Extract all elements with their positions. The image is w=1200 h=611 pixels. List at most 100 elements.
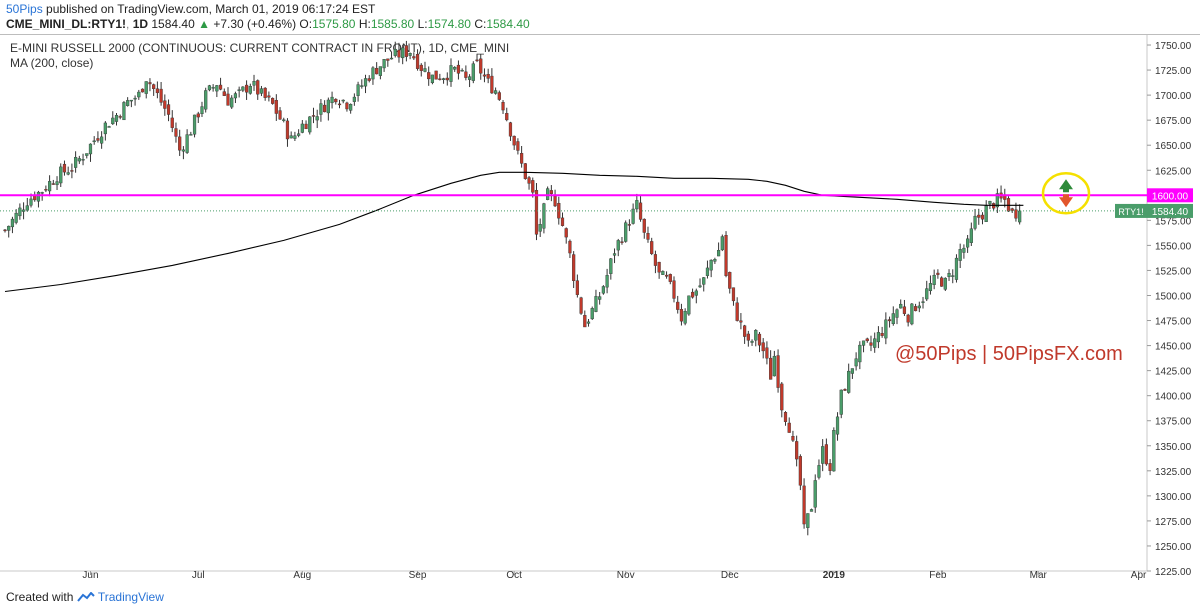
candle-body bbox=[62, 163, 67, 173]
y-tick-label: 1525.00 bbox=[1155, 266, 1192, 277]
candle-body bbox=[486, 74, 490, 79]
candle-body bbox=[962, 247, 966, 253]
candle-body bbox=[48, 181, 52, 192]
candle-body bbox=[995, 193, 999, 208]
y-tick-label: 1625.00 bbox=[1155, 166, 1192, 177]
candle-body bbox=[137, 91, 141, 98]
candle-body bbox=[958, 249, 962, 261]
candle-body bbox=[806, 513, 810, 528]
candle-body bbox=[534, 190, 539, 235]
watermark: @50Pips | 50PipsFX.com bbox=[895, 343, 1123, 365]
y-tick-label: 1300.00 bbox=[1155, 492, 1192, 503]
candle-body bbox=[776, 355, 780, 388]
x-tick-label: Jun bbox=[82, 570, 98, 581]
x-tick-label: 2019 bbox=[823, 570, 846, 581]
open-label: O: bbox=[299, 17, 313, 31]
candle-body bbox=[122, 102, 126, 121]
price-axis-bg bbox=[1147, 35, 1200, 588]
candle-body bbox=[382, 59, 386, 69]
candle-body bbox=[211, 87, 215, 89]
candle-body bbox=[445, 77, 449, 81]
published-text: published on TradingView.com, March 01, … bbox=[46, 2, 376, 16]
candle-body bbox=[482, 74, 487, 77]
candle-body bbox=[564, 228, 568, 238]
candle-body bbox=[140, 88, 145, 93]
candle-body bbox=[750, 340, 754, 343]
symbol-name[interactable]: CME_MINI_DL:RTY1! bbox=[6, 17, 127, 31]
x-tick-label: Aug bbox=[293, 570, 311, 581]
candle-body bbox=[226, 93, 230, 106]
candle-body bbox=[29, 198, 33, 206]
candle-body bbox=[672, 280, 676, 299]
candle-body bbox=[441, 78, 446, 80]
candle-body bbox=[906, 314, 910, 323]
candle-body bbox=[594, 296, 598, 312]
candle-body bbox=[824, 444, 828, 465]
high-label: H: bbox=[358, 17, 371, 31]
tradingview-link[interactable]: TradingView bbox=[97, 590, 164, 604]
candle-body bbox=[293, 135, 297, 139]
candle-body bbox=[401, 47, 405, 59]
candle-body bbox=[735, 302, 739, 321]
candle-body bbox=[449, 65, 453, 82]
candle-body bbox=[170, 117, 174, 128]
candle-body bbox=[579, 297, 583, 314]
candle-body bbox=[304, 123, 308, 130]
candle-body bbox=[850, 368, 854, 374]
chart-frame[interactable]: E-MINI RUSSELL 2000 (CONTINUOUS: CURRENT… bbox=[0, 34, 1200, 588]
candle-body bbox=[363, 78, 368, 87]
y-tick-label: 1350.00 bbox=[1155, 442, 1192, 453]
candle-body bbox=[152, 84, 156, 89]
candle-body bbox=[936, 272, 940, 275]
candle-body bbox=[25, 205, 29, 211]
y-tick-label: 1500.00 bbox=[1155, 291, 1192, 302]
candle-body bbox=[218, 84, 223, 90]
candle-body bbox=[497, 92, 501, 100]
candle-body bbox=[646, 233, 650, 240]
chart-header: 50Pips published on TradingView.com, Mar… bbox=[0, 0, 1200, 34]
candle-body bbox=[880, 333, 884, 336]
candle-body bbox=[549, 190, 553, 194]
candle-body bbox=[475, 59, 479, 62]
candle-body bbox=[757, 333, 762, 346]
candle-body bbox=[282, 119, 286, 121]
candle-body bbox=[70, 170, 74, 172]
y-tick-label: 1400.00 bbox=[1155, 392, 1192, 403]
candle-body bbox=[241, 86, 245, 91]
candle-body bbox=[664, 274, 669, 277]
candle-body bbox=[902, 306, 907, 314]
price-chart[interactable]: E-MINI RUSSELL 2000 (CONTINUOUS: CURRENT… bbox=[0, 35, 1200, 588]
candle-body bbox=[144, 81, 148, 94]
candle-body bbox=[129, 99, 133, 102]
candle-body bbox=[166, 104, 171, 115]
candle-body bbox=[791, 436, 795, 441]
overlays: 1600.00 RTY1! 1584.40 bbox=[0, 172, 1193, 218]
candle-body bbox=[18, 207, 22, 217]
candle-body bbox=[612, 253, 617, 256]
candle-body bbox=[913, 306, 918, 312]
candle-body bbox=[412, 56, 416, 59]
candle-body bbox=[456, 64, 461, 74]
candle-body bbox=[81, 159, 85, 161]
candle-body bbox=[74, 157, 78, 168]
candle-body bbox=[835, 416, 840, 435]
interval-label[interactable]: 1D bbox=[132, 17, 149, 31]
candle-body bbox=[761, 342, 765, 352]
candle-body bbox=[668, 274, 672, 282]
candle-body bbox=[263, 87, 267, 98]
x-tick-label: Oct bbox=[506, 570, 522, 581]
candle-body bbox=[891, 313, 895, 325]
candle-body bbox=[977, 214, 981, 218]
candle-body bbox=[378, 66, 382, 76]
candle-body bbox=[687, 295, 691, 315]
candle-body bbox=[237, 89, 241, 91]
candle-body bbox=[330, 96, 334, 104]
candle-body bbox=[895, 309, 899, 318]
candle-body bbox=[274, 99, 278, 114]
x-tick-label: Sep bbox=[409, 570, 427, 581]
last-price-label: 1584.40 bbox=[1152, 207, 1189, 218]
candle-body bbox=[728, 272, 732, 289]
candle-body bbox=[471, 63, 475, 81]
candle-body bbox=[713, 259, 717, 262]
publisher-link[interactable]: 50Pips bbox=[6, 2, 43, 16]
